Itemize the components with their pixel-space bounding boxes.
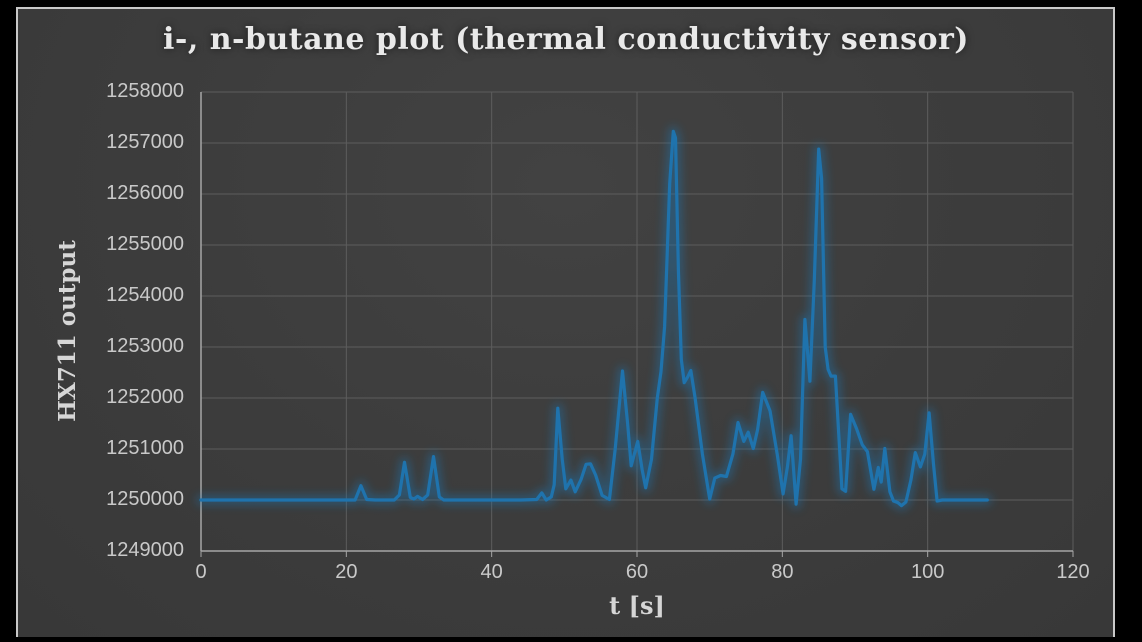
y-tick-label: 1257000 <box>106 131 184 153</box>
y-tick-label: 1258000 <box>106 80 184 102</box>
y-tick-label: 1250000 <box>106 488 184 510</box>
y-tick-label: 1255000 <box>106 233 184 255</box>
y-tick-label: 1251000 <box>106 437 184 459</box>
y-tick-label: 1256000 <box>106 182 184 204</box>
x-tick-label: 40 <box>480 561 503 583</box>
x-tick-label: 20 <box>335 561 358 583</box>
x-tick-label: 0 <box>195 561 207 583</box>
chart-canvas <box>16 7 1115 637</box>
y-axis-title: HX711 output <box>54 240 81 422</box>
chart-title: i-, n-butane plot (thermal conductivity … <box>162 22 970 57</box>
y-tick-label: 1252000 <box>106 386 184 408</box>
y-tick-label: 1249000 <box>106 539 184 561</box>
x-axis-title: t [s] <box>609 591 665 620</box>
x-tick-label: 80 <box>771 561 794 583</box>
y-tick-label: 1254000 <box>106 284 184 306</box>
y-tick-label: 1253000 <box>106 335 184 357</box>
x-tick-label: 60 <box>625 561 649 583</box>
x-tick-label: 100 <box>910 561 945 583</box>
data-line-series <box>199 129 989 508</box>
x-tick-label: 120 <box>1056 561 1090 583</box>
